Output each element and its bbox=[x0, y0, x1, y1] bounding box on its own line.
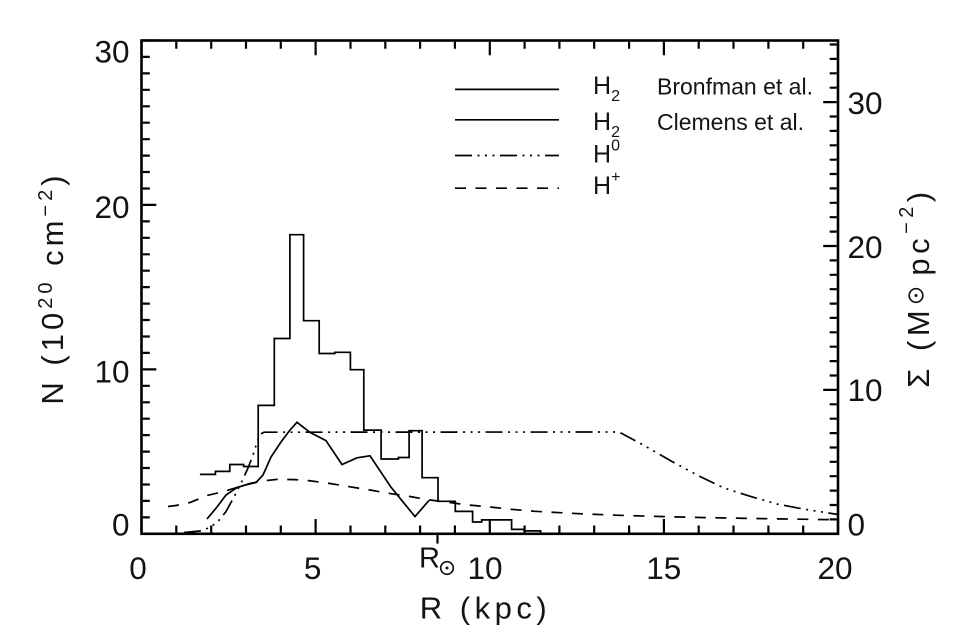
svg-text:5: 5 bbox=[304, 550, 322, 586]
svg-text:0: 0 bbox=[112, 506, 130, 542]
svg-text:10: 10 bbox=[848, 372, 883, 408]
svg-text:Clemens et al.: Clemens et al. bbox=[657, 109, 804, 135]
svg-text:N (1020 cm−2): N (1020 cm−2) bbox=[35, 171, 70, 404]
svg-text:30: 30 bbox=[848, 85, 883, 121]
svg-text:R: R bbox=[419, 542, 440, 574]
svg-text:20: 20 bbox=[817, 550, 852, 586]
svg-text:10: 10 bbox=[94, 353, 129, 389]
svg-text:30: 30 bbox=[94, 34, 129, 70]
svg-text:20: 20 bbox=[94, 189, 129, 225]
svg-text:0: 0 bbox=[129, 550, 147, 586]
svg-text:0: 0 bbox=[848, 506, 866, 542]
svg-text:15: 15 bbox=[646, 550, 681, 586]
svg-text:R (kpc): R (kpc) bbox=[420, 591, 551, 626]
svg-text:10: 10 bbox=[467, 550, 502, 586]
svg-text:Bronfman et al.: Bronfman et al. bbox=[657, 73, 813, 99]
svg-text:20: 20 bbox=[848, 229, 883, 265]
